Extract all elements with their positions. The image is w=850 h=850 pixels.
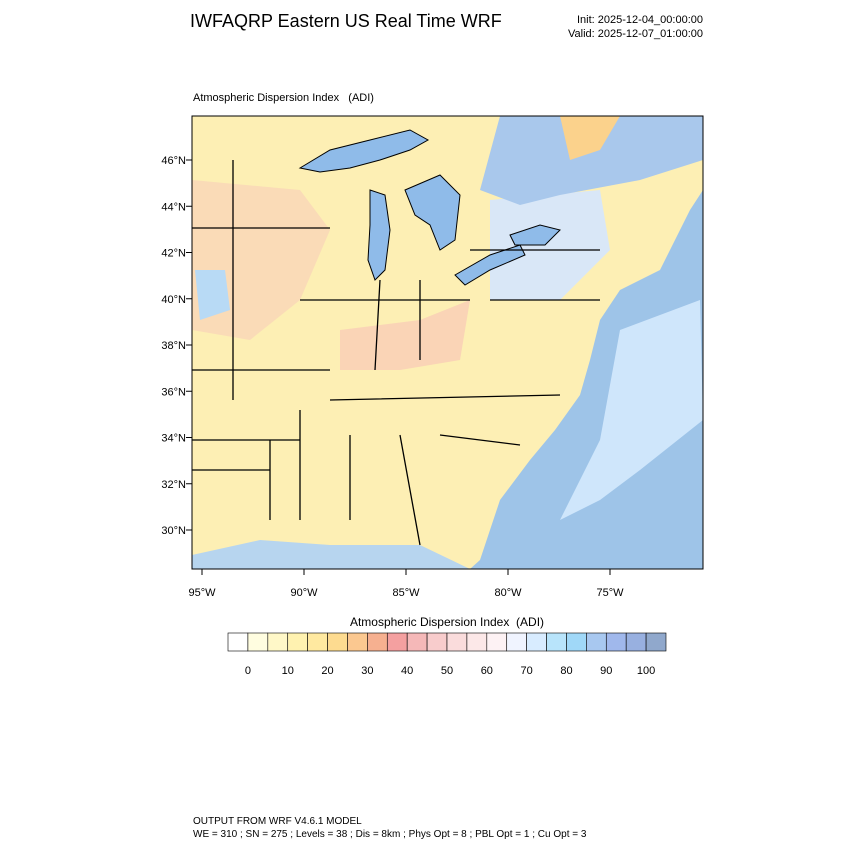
valid-time: Valid: 2025-12-07_01:00:00 bbox=[568, 28, 703, 40]
colorbar-tick-label: 60 bbox=[481, 665, 493, 677]
footer-line: WE = 310 ; SN = 275 ; Levels = 38 ; Dis … bbox=[193, 829, 587, 840]
colorbar-box bbox=[227, 632, 249, 652]
colorbar-box bbox=[466, 632, 488, 652]
colorbar-tick-label: 40 bbox=[401, 665, 413, 677]
colorbar-box bbox=[586, 632, 607, 652]
lat-label: 40°N bbox=[161, 294, 186, 306]
main-title: IWFAQRP Eastern US Real Time WRF bbox=[190, 11, 502, 31]
colorbar-tick-label: 20 bbox=[321, 665, 333, 677]
footer-line: OUTPUT FROM WRF V4.6.1 MODEL bbox=[193, 816, 362, 827]
map-frame bbox=[191, 115, 704, 570]
colorbar-box bbox=[566, 632, 587, 652]
colorbar-box bbox=[307, 632, 328, 652]
lat-label: 46°N bbox=[161, 155, 186, 167]
lat-label: 44°N bbox=[161, 201, 186, 213]
colorbar-box bbox=[446, 632, 468, 652]
colorbar-tick-label: 90 bbox=[600, 665, 612, 677]
colorbar-tick-label: 30 bbox=[361, 665, 373, 677]
colorbar-box bbox=[506, 632, 527, 652]
lat-label: 38°N bbox=[161, 340, 186, 352]
colorbar-box bbox=[406, 632, 428, 652]
init-time: Init: 2025-12-04_00:00:00 bbox=[577, 14, 703, 26]
lat-label: 30°N bbox=[161, 525, 186, 537]
colorbar-box bbox=[347, 632, 368, 652]
colorbar-tick-label: 10 bbox=[282, 665, 294, 677]
lat-label: 34°N bbox=[161, 433, 186, 445]
colorbar-box bbox=[386, 632, 408, 652]
colorbar-tick-label: 50 bbox=[441, 665, 453, 677]
colorbar-box bbox=[267, 632, 289, 652]
colorbar-box bbox=[526, 632, 547, 652]
colorbar-title: Atmospheric Dispersion Index (ADI) bbox=[350, 615, 544, 629]
lon-label: 80°W bbox=[494, 587, 522, 599]
lat-label: 32°N bbox=[161, 479, 186, 491]
colorbar-box bbox=[367, 632, 388, 652]
lon-label: 75°W bbox=[596, 587, 624, 599]
lon-label: 90°W bbox=[290, 587, 318, 599]
colorbar-box bbox=[327, 632, 348, 652]
colorbar-box bbox=[546, 632, 567, 652]
colorbar: 0 10 20 30 40 50 60 70 80 90 100 bbox=[227, 632, 667, 677]
colorbar-tick-label: 80 bbox=[560, 665, 572, 677]
lat-label: 36°N bbox=[161, 386, 186, 398]
colorbar-tick-label: 70 bbox=[521, 665, 533, 677]
lon-label: 85°W bbox=[392, 587, 420, 599]
colorbar-tick-label: 100 bbox=[637, 665, 655, 677]
map-title: Atmospheric Dispersion Index (ADI) bbox=[193, 92, 374, 104]
colorbar-box bbox=[247, 632, 269, 652]
colorbar-box bbox=[287, 632, 308, 652]
colorbar-box bbox=[486, 632, 508, 652]
lat-label: 42°N bbox=[161, 248, 186, 260]
colorbar-tick-label: 0 bbox=[245, 665, 251, 677]
colorbar-box bbox=[645, 632, 667, 652]
lon-label: 95°W bbox=[188, 587, 216, 599]
map bbox=[192, 116, 703, 569]
colorbar-box bbox=[605, 632, 627, 652]
colorbar-box bbox=[426, 632, 448, 652]
colorbar-box bbox=[625, 632, 647, 652]
